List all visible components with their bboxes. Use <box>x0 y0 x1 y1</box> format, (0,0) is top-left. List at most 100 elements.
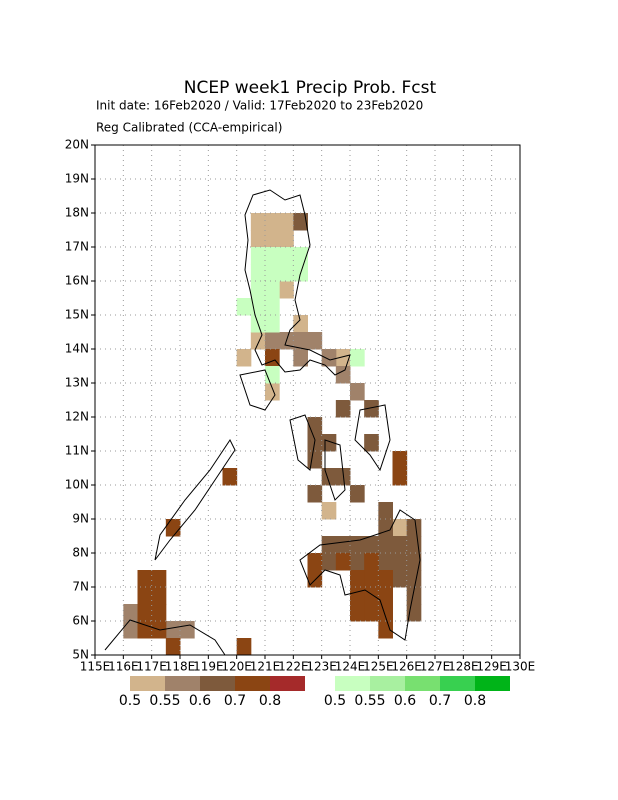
grid-cell <box>250 230 266 248</box>
cells <box>123 213 422 656</box>
x-tick-label: 127E <box>420 660 451 674</box>
grid-cell <box>236 349 252 367</box>
grid-cell <box>293 247 308 265</box>
chart-title: NCEP week1 Precip Prob. Fcst <box>184 78 437 98</box>
grid-cell <box>335 400 351 418</box>
grid-cell <box>378 587 393 605</box>
x-tick-label: 129E <box>476 660 507 674</box>
grid-cell <box>279 247 294 265</box>
grid-cell <box>307 553 323 571</box>
grid-cell <box>321 502 337 520</box>
x-tick-label: 117E <box>136 660 167 674</box>
grid-cell <box>293 349 308 367</box>
legend-label: 0.55 <box>354 693 385 709</box>
grid-cell <box>335 536 351 554</box>
grid-cell <box>392 519 408 537</box>
x-tick-label: 122E <box>278 660 309 674</box>
x-tick-label: 116E <box>108 660 139 674</box>
grid-cell <box>250 332 266 350</box>
grid-cell <box>165 519 181 537</box>
x-tick-label: 128E <box>448 660 479 674</box>
grid-cell <box>250 281 266 299</box>
grid-cell <box>165 638 181 656</box>
grid-cell <box>151 604 167 622</box>
legend-swatch <box>370 676 405 691</box>
grid-cell <box>137 621 153 639</box>
y-tick-label: 18N <box>65 206 89 220</box>
legend-label: 0.55 <box>149 693 180 709</box>
y-tick-label: 12N <box>65 410 89 424</box>
grid-cell <box>180 621 195 639</box>
grid-cell <box>392 536 408 554</box>
grid-cell <box>265 383 280 401</box>
grid-cell <box>137 570 153 588</box>
grid-cell <box>350 536 365 554</box>
y-tick-label: 20N <box>65 138 89 152</box>
grid-cell <box>378 536 393 554</box>
y-tick-label: 15N <box>65 308 89 322</box>
legend-label: 0.7 <box>224 693 246 709</box>
grid-cell <box>350 587 365 605</box>
grid-cell <box>265 349 280 367</box>
grid-cell <box>279 213 294 231</box>
x-tick-label: 119E <box>193 660 224 674</box>
grid-cell <box>350 553 365 571</box>
grid-cell <box>378 553 393 571</box>
grid-cell <box>250 247 266 265</box>
grid-cell <box>279 281 294 299</box>
grid-cell <box>406 587 422 605</box>
grid-cell <box>378 570 393 588</box>
grid-cell <box>335 366 351 384</box>
x-tick-label: 125E <box>363 660 394 674</box>
legend-swatch <box>270 676 305 691</box>
legend-swatch <box>165 676 200 691</box>
y-tick-label: 14N <box>65 342 89 356</box>
legend-label: 0.6 <box>189 693 211 709</box>
y-tick-label: 5N <box>72 648 89 662</box>
grid-cell <box>137 587 153 605</box>
grid-cell <box>350 485 365 503</box>
grid-cell <box>265 315 280 333</box>
legend-swatch <box>130 676 165 691</box>
grid-cell <box>265 281 280 299</box>
grid-cell <box>378 604 393 622</box>
y-tick-label: 19N <box>65 172 89 186</box>
grid-cell <box>350 604 365 622</box>
grid-cell <box>307 485 323 503</box>
grid-cell <box>392 451 408 469</box>
grid: 115E116E117E118E119E120E121E122E123E124E… <box>65 138 536 674</box>
note: Reg Calibrated (CCA-empirical) <box>96 121 282 135</box>
grid-cell <box>250 213 266 231</box>
grid-cell <box>265 332 280 350</box>
legend-label: 0.8 <box>464 693 486 709</box>
grid-cell <box>392 468 408 486</box>
grid-cell <box>392 553 408 571</box>
y-tick-label: 6N <box>72 614 89 628</box>
grid-cell <box>265 213 280 231</box>
grid-cell <box>265 264 280 282</box>
grid-cell <box>392 570 408 588</box>
grid-cell <box>236 298 252 316</box>
x-tick-label: 130E <box>505 660 536 674</box>
grid-cell <box>250 264 266 282</box>
grid-cell <box>265 298 280 316</box>
x-tick-label: 120E <box>221 660 252 674</box>
legend-swatch <box>235 676 270 691</box>
subtitle: Init date: 16Feb2020 / Valid: 17Feb2020 … <box>96 99 423 113</box>
legend-label: 0.7 <box>429 693 451 709</box>
x-tick-label: 121E <box>250 660 281 674</box>
y-tick-label: 10N <box>65 478 89 492</box>
y-tick-label: 11N <box>65 444 89 458</box>
grid-cell <box>364 604 379 622</box>
grid-cell <box>321 536 337 554</box>
frame <box>94 144 521 656</box>
grid-cell <box>406 519 422 537</box>
grid-cell <box>151 587 167 605</box>
grid-cell <box>293 332 308 350</box>
legend-swatch <box>200 676 235 691</box>
y-tick-label: 7N <box>72 580 89 594</box>
grid-cell <box>265 230 280 248</box>
grid-cell <box>321 349 337 367</box>
